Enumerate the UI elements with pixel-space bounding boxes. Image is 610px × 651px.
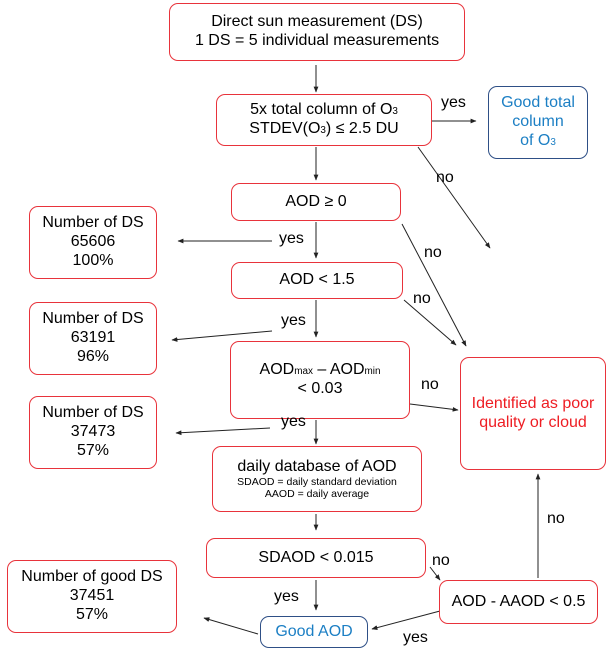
aod-ge-0-text: AOD ≥ 0 xyxy=(285,192,347,210)
good-total-column-box: Good total column of O3 xyxy=(488,86,588,159)
daily-db-line2: SDAOD = daily standard deviation xyxy=(237,476,397,489)
poor-quality-line1: Identified as poor xyxy=(471,394,595,412)
arrow-good-aod-to-count4 xyxy=(203,617,259,635)
yes-label-total-column: yes xyxy=(441,94,466,111)
aod-lt-15-box: AOD < 1.5 xyxy=(231,262,403,299)
count1-value: 65606 xyxy=(70,233,116,251)
count1-label: Number of DS xyxy=(42,214,144,232)
count3-value: 37473 xyxy=(70,423,116,441)
arrow-aod-lt-15-to-poor xyxy=(403,299,457,346)
count4-label: Number of good DS xyxy=(21,568,163,586)
direct-sun-line1: Direct sun measurement (DS) xyxy=(211,13,423,31)
aod-range-line2: < 0.03 xyxy=(297,380,343,397)
daily-db-line3: AAOD = daily average xyxy=(264,488,370,501)
arrow-total-column-to-poor xyxy=(417,146,491,249)
count-box-1: Number of DS 65606 100% xyxy=(29,206,157,279)
no-label-aod-ge-0: no xyxy=(424,244,442,261)
count1-percent: 100% xyxy=(72,251,114,269)
total-column-line2: STDEV(O3) ≤ 2.5 DU xyxy=(249,120,399,137)
poor-quality-line2: quality or cloud xyxy=(479,413,587,431)
sdaod-box: SDAOD < 0.015 xyxy=(206,538,426,578)
aod-lt-15-text: AOD < 1.5 xyxy=(279,271,355,289)
direct-sun-line2: 1 DS = 5 individual measurements xyxy=(194,32,440,49)
direct-sun-measurement-box: Direct sun measurement (DS) 1 DS = 5 ind… xyxy=(169,3,465,61)
no-label-total-column: no xyxy=(436,169,454,186)
yes-label-sdaod: yes xyxy=(274,588,299,605)
sdaod-text: SDAOD < 0.015 xyxy=(258,548,374,566)
count-box-2: Number of DS 63191 96% xyxy=(29,302,157,375)
aod-range-box: AODmax – AODmin < 0.03 xyxy=(230,341,410,419)
daily-database-box: daily database of AOD SDAOD = daily stan… xyxy=(212,446,422,512)
poor-quality-box: Identified as poor quality or cloud xyxy=(460,357,606,470)
arrow-aod-lt-15-yes-to-count2 xyxy=(171,330,273,342)
no-label-sdaod: no xyxy=(432,552,450,569)
arrow-aod-ge-0-to-poor xyxy=(401,223,467,347)
aod-aaod-text: AOD - AAOD < 0.5 xyxy=(451,592,586,610)
count4-value: 37451 xyxy=(69,587,115,605)
no-label-aod-lt-15: no xyxy=(413,290,431,307)
good-total-column-line2: column xyxy=(512,113,564,131)
good-aod-box: Good AOD xyxy=(260,616,368,648)
total-column-line1: 5x total column of O3 xyxy=(250,101,398,119)
yes-label-aod-lt-15: yes xyxy=(281,312,306,329)
count2-label: Number of DS xyxy=(42,310,144,328)
good-aod-text: Good AOD xyxy=(275,622,353,640)
good-total-column-line3: of O3 xyxy=(520,131,556,149)
arrow-aod-range-to-poor xyxy=(409,403,459,412)
arrow-sdaod-to-aod-aaod xyxy=(429,566,441,581)
arrow-aod-aaod-to-good-aod xyxy=(371,610,441,630)
aod-range-line1: AODmax – AODmin xyxy=(259,361,381,379)
count4-percent: 57% xyxy=(75,605,109,623)
aod-ge-0-box: AOD ≥ 0 xyxy=(231,183,401,221)
aod-aaod-box: AOD - AAOD < 0.5 xyxy=(439,580,598,624)
count2-percent: 96% xyxy=(76,347,110,365)
no-label-aod-aaod: no xyxy=(547,510,565,527)
yes-label-aod-range: yes xyxy=(281,413,306,430)
count3-label: Number of DS xyxy=(42,404,144,422)
yes-label-aod-ge-0: yes xyxy=(279,230,304,247)
no-label-aod-range: no xyxy=(421,376,439,393)
good-total-column-line1: Good total xyxy=(501,94,575,112)
count3-percent: 57% xyxy=(76,441,110,459)
daily-db-line1: daily database of AOD xyxy=(237,457,397,475)
count-box-3: Number of DS 37473 57% xyxy=(29,396,157,469)
count-box-4: Number of good DS 37451 57% xyxy=(7,560,177,633)
count2-value: 63191 xyxy=(70,329,116,347)
arrow-aod-range-yes-to-count3 xyxy=(175,427,271,436)
yes-label-aod-aaod: yes xyxy=(403,629,428,646)
total-column-box: 5x total column of O3 STDEV(O3) ≤ 2.5 DU xyxy=(216,94,432,146)
